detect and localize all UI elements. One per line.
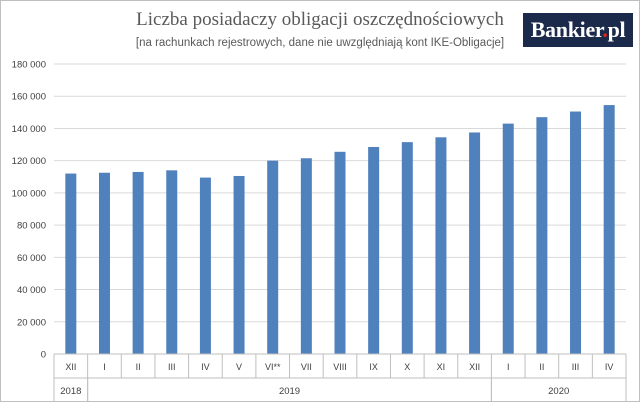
y-tick-label: 60 000: [17, 253, 46, 264]
x-tick-label: III: [572, 362, 580, 372]
x-tick-label: II: [539, 362, 544, 372]
y-tick-label: 100 000: [12, 188, 46, 199]
bar: [603, 105, 615, 354]
bars: [65, 105, 615, 355]
group-label: 2019: [279, 386, 300, 397]
bar: [233, 175, 245, 354]
bar: [199, 177, 211, 354]
y-tick-label: 180 000: [12, 60, 46, 71]
group-label: 2018: [60, 386, 81, 397]
bar: [267, 160, 279, 354]
bar: [65, 173, 77, 354]
bar: [536, 117, 548, 355]
logo-suffix: pl: [607, 17, 626, 42]
bar: [166, 170, 178, 354]
x-tick-label: I: [507, 362, 510, 372]
x-tick-label: XII: [469, 362, 480, 372]
bar: [435, 137, 447, 354]
bar: [368, 146, 380, 354]
x-tick-label: X: [404, 362, 410, 372]
y-tick-label: 40 000: [17, 285, 46, 296]
bar: [570, 111, 582, 355]
x-tick-label: IV: [605, 362, 614, 372]
bar: [132, 171, 144, 354]
x-tick-label: XII: [65, 362, 76, 372]
y-tick-label: 160 000: [12, 92, 46, 103]
x-tick-label: VII: [301, 362, 312, 372]
logo-main: Bankier: [530, 17, 603, 42]
x-tick-label: I: [103, 362, 106, 372]
y-tick-label: 0: [41, 350, 46, 361]
x-tick-label: IX: [369, 362, 378, 372]
x-tick-label: VIII: [333, 362, 347, 372]
bar: [98, 172, 110, 354]
x-tick-label: IV: [201, 362, 210, 372]
bar: [300, 158, 312, 354]
x-tick-label: II: [136, 362, 141, 372]
group-label: 2020: [548, 386, 569, 397]
x-axis: XII I II III IV V VI** VII VIII IX X XI XII I II III IV2…: [53, 353, 627, 401]
y-tick-label: 80 000: [17, 221, 46, 232]
x-tick-label: VI**: [265, 362, 281, 372]
chart-title: Liczba posiadaczy obligacji oszczędności…: [136, 9, 504, 30]
chart-subtitle: [na rachunkach rejestrowych, dane nie uw…: [135, 37, 505, 49]
y-tick-label: 20 000: [17, 317, 46, 328]
y-axis-ticks: 0 20 000 40 000 60 000 80 000 100 000 120 000 1…: [12, 60, 46, 361]
x-tick-label: III: [168, 362, 176, 372]
bar: [469, 132, 481, 354]
x-tick-label: V: [236, 362, 242, 372]
bar: [401, 142, 413, 354]
x-tick-label: XI: [437, 362, 446, 372]
y-tick-label: 140 000: [12, 124, 46, 135]
y-tick-label: 120 000: [12, 156, 46, 167]
bankier-logo: Bankier.pl: [523, 13, 633, 47]
logo-dot: .: [602, 17, 608, 42]
bar: [334, 151, 346, 354]
bar: [502, 123, 514, 354]
